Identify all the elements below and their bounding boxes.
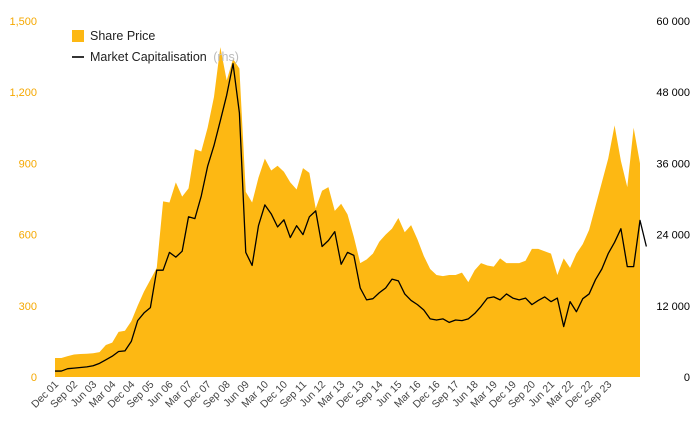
share-price-area-group [55, 47, 640, 378]
right-tick-label: 12 000 [656, 301, 690, 313]
right-tick-label: 48 000 [656, 87, 690, 99]
right-tick-label: 0 [684, 372, 690, 384]
share-price-area [55, 47, 640, 378]
legend-swatch-share-price [72, 30, 84, 42]
market-cap-line-group [55, 63, 647, 372]
right-axis: 0 12 000 24 000 36 000 48 000 60 000 [656, 16, 690, 384]
left-tick-label: 600 [19, 230, 37, 242]
legend-label-market-cap: Market Capitalisation (rhs) [90, 50, 239, 64]
left-tick-label: 1,500 [9, 16, 37, 28]
legend-label-market-cap-suffix: (rhs) [213, 50, 239, 64]
right-tick-label: 60 000 [656, 16, 690, 28]
right-tick-label: 24 000 [656, 230, 690, 242]
left-tick-label: 900 [19, 158, 37, 170]
legend-label-share-price: Share Price [90, 29, 155, 43]
market-cap-line [55, 63, 647, 372]
left-tick-label: 1,200 [9, 87, 37, 99]
left-tick-label: 0 [31, 372, 37, 384]
legend: Share Price Market Capitalisation (rhs) [72, 29, 239, 64]
left-tick-label: 300 [19, 301, 37, 313]
right-tick-label: 36 000 [656, 158, 690, 170]
legend-label-market-cap-name: Market Capitalisation [90, 50, 207, 64]
left-axis: 0 300 600 900 1,200 1,500 [9, 16, 37, 384]
